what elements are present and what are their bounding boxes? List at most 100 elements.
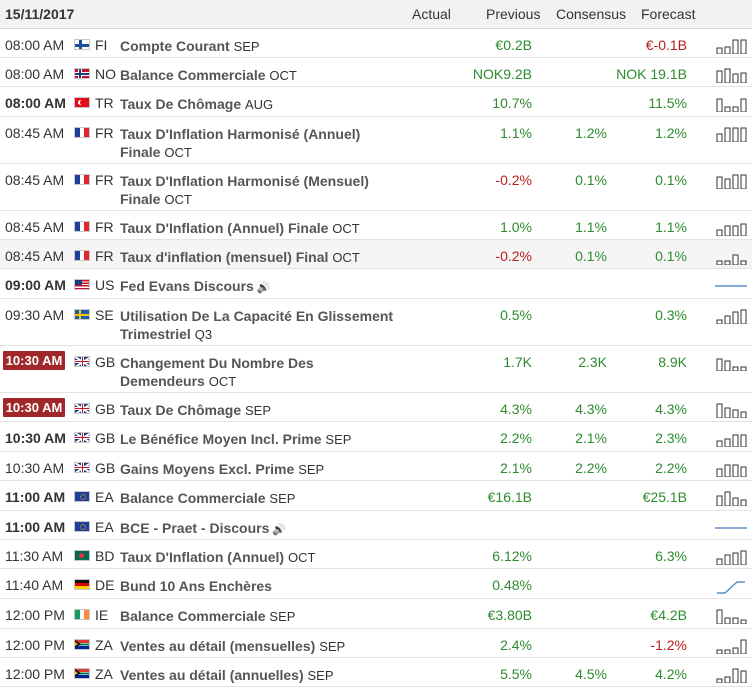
event-name-link[interactable]: Balance Commerciale SEP xyxy=(120,489,400,508)
event-row[interactable]: 12:00 PM ZA Ventes au détail (mensuelles) … xyxy=(0,629,752,658)
previous-value: 0.5% xyxy=(500,307,532,323)
history-sparkline-icon[interactable] xyxy=(715,173,747,189)
event-row[interactable]: 11:00 AM EA BCE - Praet - Discours 🔊 xyxy=(0,511,752,540)
event-row[interactable]: 10:30 AM GB Le Bénéfice Moyen Incl. Prime … xyxy=(0,422,752,452)
consensus-value: 1.2% xyxy=(575,125,607,141)
event-period: SEP xyxy=(269,491,296,506)
forecast-value: 4.3% xyxy=(655,401,687,417)
history-sparkline-icon[interactable] xyxy=(715,638,747,654)
event-time: 11:30 AM xyxy=(5,548,64,564)
column-forecast[interactable]: Forecast xyxy=(641,6,696,22)
forecast-value: 0.1% xyxy=(655,248,687,264)
event-name-link[interactable]: Ventes au détail (annuelles) SEP xyxy=(120,666,400,685)
event-name-link[interactable]: Taux De Chômage SEP xyxy=(120,401,400,420)
consensus-value: 2.3K xyxy=(578,354,607,370)
event-row[interactable]: 08:45 AM FR Taux d'inflation (mensuel) Fin… xyxy=(0,240,752,269)
forecast-value: 0.1% xyxy=(655,172,687,188)
event-row[interactable]: 11:30 AM BD Taux D'Inflation (Annuel) OCT 6… xyxy=(0,540,752,569)
event-time: 10:30 AM xyxy=(5,460,65,476)
event-name: Balance Commerciale xyxy=(120,490,266,506)
column-actual[interactable]: Actual xyxy=(412,6,451,22)
event-name-link[interactable]: Le Bénéfice Moyen Incl. Prime SEP xyxy=(120,430,400,449)
history-sparkline-icon[interactable] xyxy=(715,355,747,371)
event-name: Taux D'Inflation (Annuel) Finale xyxy=(120,220,329,236)
column-previous[interactable]: Previous xyxy=(486,6,541,22)
history-sparkline-icon[interactable] xyxy=(715,126,747,142)
history-sparkline-icon[interactable] xyxy=(713,520,749,536)
event-row[interactable]: 09:30 AM SE Utilisation De La Capacité En … xyxy=(0,299,752,346)
event-name-link[interactable]: Taux D'Inflation (Annuel) OCT xyxy=(120,548,400,567)
country-code: GB xyxy=(95,430,116,446)
event-period: SEP xyxy=(298,462,325,477)
event-row[interactable]: 12:00 PM IE Balance Commerciale SEP €3.80B €… xyxy=(0,599,752,629)
previous-value: €16.1B xyxy=(487,489,532,505)
flag-eu-icon xyxy=(74,491,90,502)
history-sparkline-icon[interactable] xyxy=(715,490,747,506)
sparkline-bar xyxy=(732,174,739,189)
history-sparkline-icon[interactable] xyxy=(715,461,747,477)
forecast-value: 8.9K xyxy=(658,354,687,370)
history-sparkline-icon[interactable] xyxy=(715,308,747,324)
sparkline-bar xyxy=(716,440,723,447)
history-sparkline-icon[interactable] xyxy=(715,249,747,265)
event-name-link[interactable]: Taux D'Inflation Harmonisé (Annuel) Fina… xyxy=(120,125,400,162)
speaker-icon: 🔊 xyxy=(269,524,287,536)
event-name-link[interactable]: Compte Courant SEP xyxy=(120,37,400,56)
flag-finland-icon xyxy=(74,39,90,50)
event-name-link[interactable]: Utilisation De La Capacité En Glissement… xyxy=(120,307,400,344)
event-row[interactable]: 08:00 AM NO Balance Commerciale OCT NOK9.2B… xyxy=(0,58,752,87)
sparkline-bar xyxy=(724,68,731,83)
flag-ireland-icon xyxy=(74,609,90,620)
event-row[interactable]: 10:30 AM GB Taux De Chômage SEP 4.3% 4.3% 4.3… xyxy=(0,393,752,422)
event-row[interactable]: 12:00 PM ZA Ventes au détail (annuelles) S… xyxy=(0,658,752,687)
history-sparkline-icon[interactable] xyxy=(715,220,747,236)
event-row[interactable]: 10:30 AM GB Gains Moyens Excl. Prime SEP 2.… xyxy=(0,452,752,481)
event-name-link[interactable]: Balance Commerciale OCT xyxy=(120,66,400,85)
event-name-link[interactable]: Ventes au détail (mensuelles) SEP xyxy=(120,637,400,656)
history-sparkline-icon[interactable] xyxy=(715,38,747,54)
event-row[interactable]: 08:00 AM FI Compte Courant SEP €0.2B €-0.1B xyxy=(0,29,752,58)
history-sparkline-icon[interactable] xyxy=(715,578,747,594)
event-name-link[interactable]: Taux d'inflation (mensuel) Final OCT xyxy=(120,248,400,267)
column-consensus[interactable]: Consensus xyxy=(556,6,627,22)
history-sparkline-icon[interactable] xyxy=(715,549,747,565)
event-name-link[interactable]: Changement Du Nombre Des Demendeurs OCT xyxy=(120,354,400,391)
history-sparkline-icon[interactable] xyxy=(713,278,749,294)
history-sparkline-icon[interactable] xyxy=(715,608,747,624)
event-name-link[interactable]: Balance Commerciale SEP xyxy=(120,607,400,626)
event-name-link[interactable]: Fed Evans Discours 🔊 xyxy=(120,277,400,297)
sparkline-bar xyxy=(724,225,731,236)
sparkline-bar xyxy=(716,649,723,654)
sparkline-bar xyxy=(724,438,731,447)
history-sparkline-icon[interactable] xyxy=(715,67,747,83)
event-name-link[interactable]: Gains Moyens Excl. Prime SEP xyxy=(120,460,400,479)
history-sparkline-icon[interactable] xyxy=(715,431,747,447)
event-name: Bund 10 Ans Enchères xyxy=(120,578,272,594)
sparkline-bar xyxy=(740,98,747,112)
history-sparkline-icon[interactable] xyxy=(715,667,747,683)
sparkline-bar xyxy=(740,39,747,54)
history-sparkline-icon[interactable] xyxy=(715,402,747,418)
event-row[interactable]: 08:00 AM TR Taux De Chômage AUG 10.7% 11.5% xyxy=(0,87,752,117)
event-row[interactable]: 10:30 AM GB Changement Du Nombre Des Demen… xyxy=(0,346,752,393)
flag-norway-icon xyxy=(74,68,90,79)
event-name-link[interactable]: Taux D'Inflation Harmonisé (Mensuel) Fin… xyxy=(120,172,400,209)
event-name-link[interactable]: Taux De Chômage AUG xyxy=(120,95,400,114)
history-sparkline-icon[interactable] xyxy=(715,96,747,112)
event-name-link[interactable]: Taux D'Inflation (Annuel) Finale OCT xyxy=(120,219,400,238)
event-name-link[interactable]: Bund 10 Ans Enchères xyxy=(120,577,400,595)
event-row[interactable]: 11:40 AM DE Bund 10 Ans Enchères 0.48% xyxy=(0,569,752,599)
event-row[interactable]: 08:45 AM FR Taux D'Inflation Harmonisé (An… xyxy=(0,117,752,164)
event-period: SEP xyxy=(325,432,352,447)
previous-value: 1.7K xyxy=(503,354,532,370)
country-code: SE xyxy=(95,307,114,323)
sparkline-bar xyxy=(740,411,747,418)
event-row[interactable]: 11:00 AM EA Balance Commerciale SEP €16.1B €… xyxy=(0,481,752,511)
event-row[interactable]: 09:00 AM US Fed Evans Discours 🔊 xyxy=(0,269,752,299)
event-row[interactable]: 08:45 AM FR Taux D'Inflation (Annuel) Fina… xyxy=(0,211,752,240)
event-row[interactable]: 08:45 AM FR Taux D'Inflation Harmonisé (Me… xyxy=(0,164,752,211)
event-time: 12:00 PM xyxy=(5,637,65,653)
country-code: ZA xyxy=(95,637,113,653)
sparkline-bar xyxy=(732,73,739,83)
event-name-link[interactable]: BCE - Praet - Discours 🔊 xyxy=(120,519,400,539)
